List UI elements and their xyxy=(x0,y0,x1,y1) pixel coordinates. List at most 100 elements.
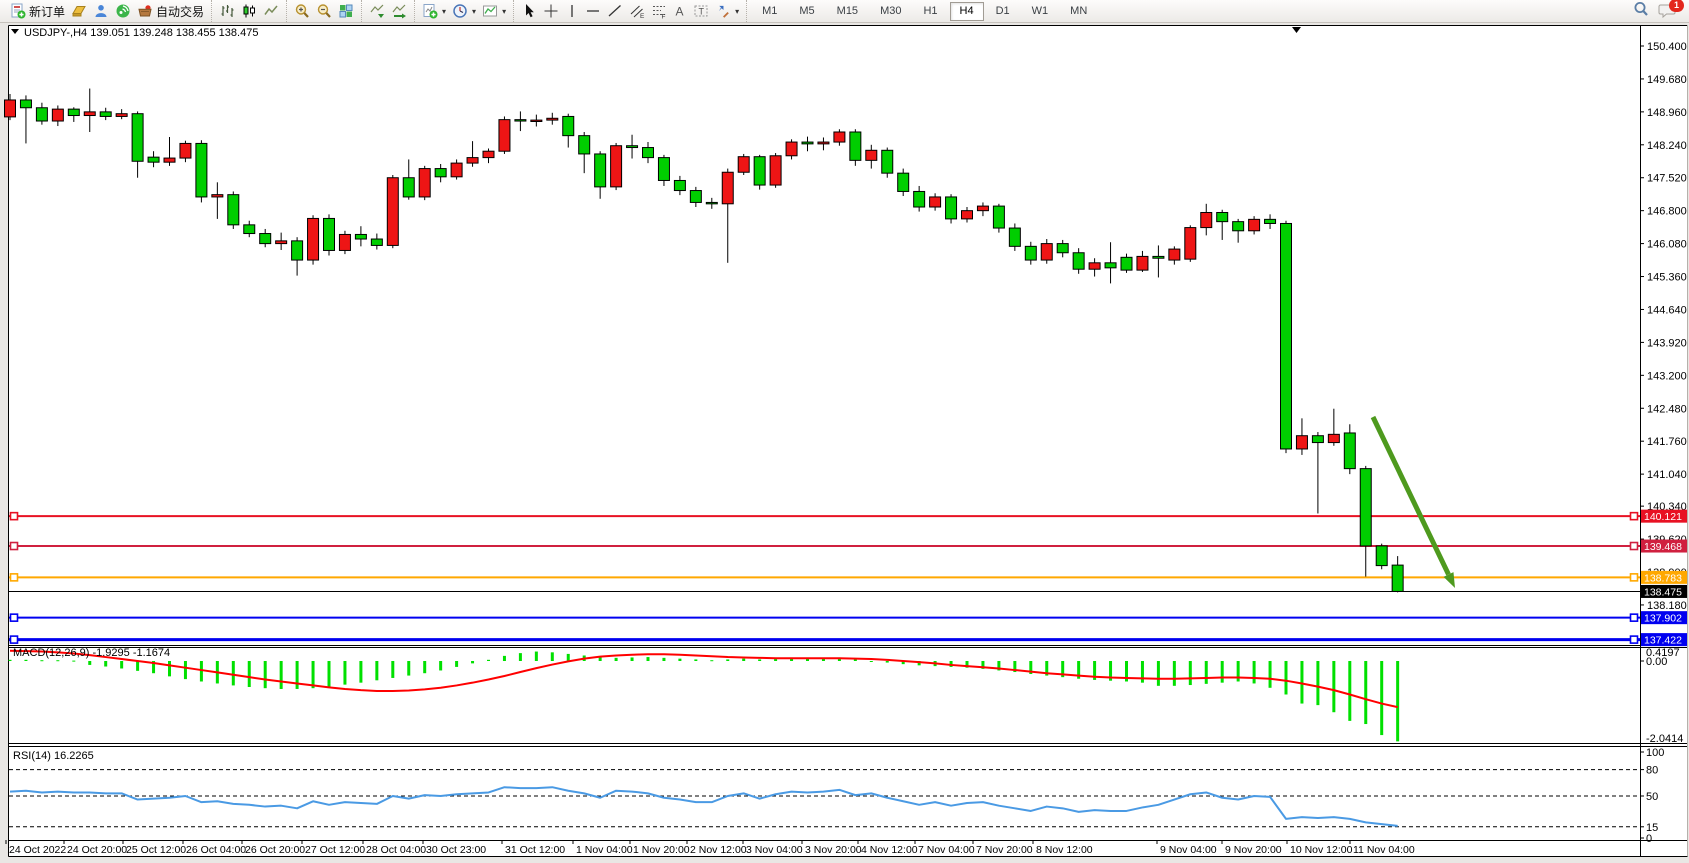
hline-handle[interactable] xyxy=(1629,635,1639,644)
hline-handle[interactable] xyxy=(9,573,19,582)
rsi-axis-label: 80 xyxy=(1646,765,1658,777)
zoom-in-button[interactable] xyxy=(291,0,313,22)
time-tick-label: 10 Nov 12:00 xyxy=(1290,844,1353,856)
candle xyxy=(721,168,734,263)
navigator-button[interactable] xyxy=(90,0,112,22)
chart-shift-button[interactable] xyxy=(388,0,410,22)
candle xyxy=(992,203,1005,233)
timeframe-clock-dropdown-icon[interactable]: ▾ xyxy=(472,6,477,16)
svg-text:138.783: 138.783 xyxy=(1644,572,1682,584)
zoom-out-button[interactable] xyxy=(313,0,335,22)
timeframe-clock-button[interactable]: ▾ xyxy=(449,0,479,22)
hline-137.422[interactable] xyxy=(9,635,1640,644)
candle xyxy=(1040,239,1053,264)
trend-arrow[interactable] xyxy=(1370,415,1455,588)
hline-137.902[interactable] xyxy=(9,613,1640,622)
candle xyxy=(594,151,607,199)
arrows-dropdown-icon[interactable]: ▾ xyxy=(735,6,740,16)
timeframe-button-m1[interactable]: M1 xyxy=(762,4,778,17)
timeframe-button-m15[interactable]: M15 xyxy=(836,4,859,17)
candle xyxy=(945,194,958,224)
svg-text:T: T xyxy=(699,7,705,17)
equidistant-channel-button[interactable]: E xyxy=(626,0,648,22)
timeframe-button-mn[interactable]: MN xyxy=(1070,4,1088,17)
hline-handle[interactable] xyxy=(1629,613,1639,622)
time-tick-label: 31 Oct 12:00 xyxy=(505,844,565,856)
price-axis[interactable]: 150.400 149.680 148.960 148.240 147.520 146.8… xyxy=(1640,41,1687,612)
timeframe-button-h4[interactable]: H4 xyxy=(949,1,984,21)
chart-shift-marker[interactable] xyxy=(1292,27,1301,33)
chart-title-collapse-icon[interactable] xyxy=(11,29,19,34)
price-tag-138.475: 138.475 xyxy=(1641,584,1687,598)
signals-button[interactable] xyxy=(112,0,134,22)
arrows-button[interactable]: ▾ xyxy=(712,0,742,22)
tile-windows-button[interactable] xyxy=(335,0,357,22)
templates-dropdown-icon[interactable]: ▾ xyxy=(502,6,507,16)
trendline-button[interactable] xyxy=(604,0,626,22)
timeframe-clock-icon xyxy=(452,3,468,19)
candle xyxy=(338,230,351,255)
price-tick-label: 142.480 xyxy=(1647,403,1687,415)
candle xyxy=(1088,258,1101,277)
new-chart-icon xyxy=(422,3,438,19)
navigator-icon xyxy=(93,3,109,19)
fibonacci-icon: F xyxy=(651,3,667,19)
timeframe-button-w1[interactable]: W1 xyxy=(1031,4,1049,17)
timeframe-button-d1[interactable]: D1 xyxy=(995,4,1010,17)
price-tick-label: 143.200 xyxy=(1647,370,1687,382)
price-tick-label: 144.640 xyxy=(1647,304,1687,316)
timeframe-button-m5[interactable]: M5 xyxy=(799,4,815,17)
auto-trading-button[interactable]: 自动交易 xyxy=(134,0,207,22)
candlestick-chart-button[interactable] xyxy=(238,0,260,22)
candle xyxy=(450,159,463,180)
chart-frame xyxy=(8,25,1688,857)
rsi-axis-label: 100 xyxy=(1646,747,1664,759)
text-label-button[interactable]: T xyxy=(690,0,712,22)
hline-handle[interactable] xyxy=(1629,511,1639,521)
hline-handle[interactable] xyxy=(9,613,19,622)
market-watch-button[interactable] xyxy=(68,0,90,22)
toolbar-group-chart-type xyxy=(211,0,286,22)
candle xyxy=(1327,408,1340,446)
hline-handle[interactable] xyxy=(1629,541,1639,551)
candle xyxy=(323,214,335,256)
time-tick-label: 30 Oct 23:00 xyxy=(426,844,486,856)
vertical-line-button[interactable] xyxy=(562,0,582,22)
candle xyxy=(434,164,447,183)
hline-138.783[interactable] xyxy=(9,573,1640,582)
line-chart-button[interactable] xyxy=(260,0,282,22)
macd-axis-label: 0.4197 xyxy=(1646,647,1680,659)
hline-handle[interactable] xyxy=(9,635,19,644)
search-icon[interactable] xyxy=(1632,0,1650,23)
toolbar-group-objects: E F A T ▾ xyxy=(513,0,746,22)
crosshair-button[interactable] xyxy=(540,0,562,22)
rsi-pane[interactable]: RSI(14) 16.2265 100 80 50 150 xyxy=(9,747,1664,845)
fibonacci-button[interactable]: F xyxy=(648,0,670,22)
chat-button[interactable]: 1 xyxy=(1658,0,1684,20)
new-chart-button[interactable]: ▾ xyxy=(419,0,449,22)
bar-chart-button[interactable] xyxy=(216,0,238,22)
price-tag-137.902: 137.902 xyxy=(1641,611,1687,625)
candle xyxy=(753,154,766,190)
timeframe-button-h1[interactable]: H1 xyxy=(923,4,938,17)
notification-badge: 1 xyxy=(1669,0,1684,12)
templates-button[interactable]: ▾ xyxy=(479,0,509,22)
text-button[interactable]: A xyxy=(670,0,690,22)
new-order-button[interactable]: 新订单 xyxy=(7,0,68,22)
hline-handle[interactable] xyxy=(9,511,19,521)
horizontal-line-button[interactable] xyxy=(582,0,604,22)
cursor-button[interactable] xyxy=(518,0,540,22)
time-tick-label: 24 Oct 20:00 xyxy=(67,844,127,856)
new-chart-dropdown-icon[interactable]: ▾ xyxy=(442,6,447,16)
time-tick-label: 11 Nov 04:00 xyxy=(1353,844,1415,856)
hline-handle[interactable] xyxy=(1629,573,1639,582)
timeframe-button-m30[interactable]: M30 xyxy=(880,4,902,17)
hline-handle[interactable] xyxy=(9,541,19,551)
auto-scroll-button[interactable] xyxy=(366,0,388,22)
candle xyxy=(929,193,942,211)
price-tick-label: 147.520 xyxy=(1647,173,1687,185)
text-label-icon: T xyxy=(693,3,709,19)
